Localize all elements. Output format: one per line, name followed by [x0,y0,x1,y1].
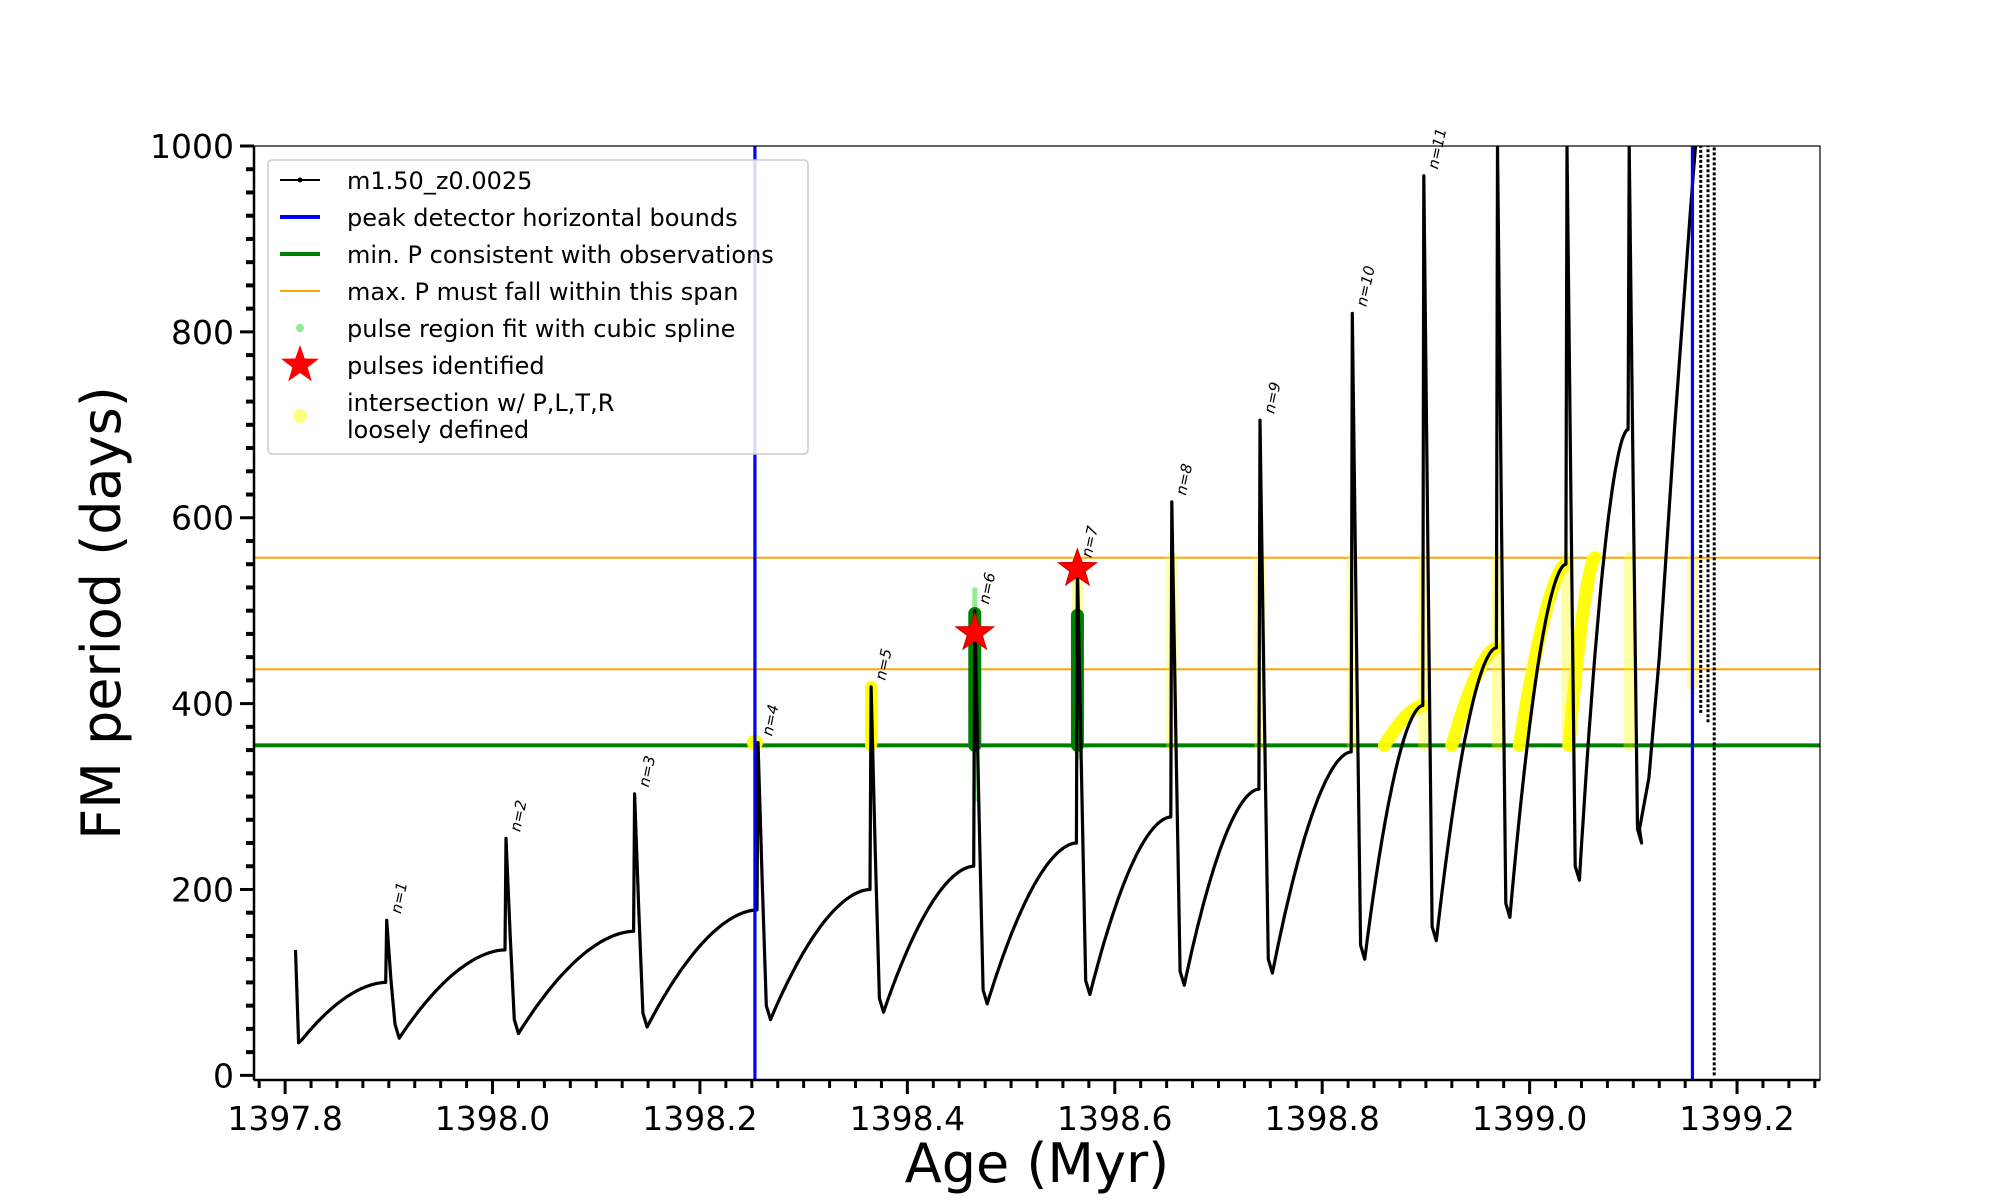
x-tick-label-2: 1398.2 [642,1099,757,1138]
y-axis-title: FM period (days) [70,386,133,840]
intersection-arc-2 [1512,557,1573,752]
y-tick-label-1: 200 [171,870,234,909]
cycle-label-n=2: n=2 [506,799,530,834]
legend-label-4: pulse region fit with cubic spline [347,315,735,343]
pulse-star-1 [1056,547,1098,587]
x-axis-title: Age (Myr) [905,1132,1170,1195]
x-tick-label-5: 1398.8 [1264,1099,1379,1138]
x-tick-label-6: 1399.0 [1472,1099,1587,1138]
cycle-label-n=5: n=5 [871,647,895,682]
legend-box [267,159,809,455]
legend-marker-4 [296,324,304,332]
legend-marker-6 [293,409,307,423]
track-m1.50_z0.0025 [293,146,1698,1045]
cycle-label-n=3: n=3 [635,754,659,789]
intersection-arc-0 [1377,699,1430,752]
legend-marker-5 [281,345,319,382]
y-tick-label-0: 0 [213,1056,234,1095]
x-tick-label-0: 1397.8 [227,1099,342,1138]
cycle-label-n=7: n=7 [1078,524,1102,559]
legend-label-5: pulses identified [347,352,545,380]
x-tick-label-7: 1399.2 [1679,1099,1794,1138]
cycle-label-n=8: n=8 [1172,462,1196,497]
cycle-label-n=10: n=10 [1353,264,1379,308]
pulse-star-0 [954,611,996,651]
cycle-label-n=6: n=6 [975,571,999,606]
plot-area [254,146,1820,1080]
legend-label-7: loosely defined [347,416,529,444]
x-tick-label-1: 1398.0 [435,1099,550,1138]
legend-label-1: peak detector horizontal bounds [347,204,738,232]
legend-label-0: m1.50_z0.0025 [347,167,532,195]
cycle-label-n=9: n=9 [1260,380,1284,415]
legend-label-3: max. P must fall within this span [347,278,738,306]
y-tick-label-2: 400 [171,685,234,724]
cycle-label-n=1: n=1 [387,880,411,915]
y-tick-label-3: 600 [171,499,234,538]
legend-label-2: min. P consistent with observations [347,241,774,269]
axes: 1397.8 1398.0 1398.2 1398.4 1398.6 1398.8 1399… [150,127,1821,1138]
x-tick-label-4: 1398.6 [1057,1099,1172,1138]
cycle-label-n=11: n=11 [1424,127,1450,171]
y-tick-label-5: 1000 [150,127,234,166]
legend-marker-dot-0 [297,177,303,183]
x-tick-label-3: 1398.4 [850,1099,965,1138]
cycle-label-n=4: n=4 [758,703,782,738]
y-tick-label-4: 800 [171,313,234,352]
legend-label-6: intersection w/ P,L,T,R [347,389,614,417]
